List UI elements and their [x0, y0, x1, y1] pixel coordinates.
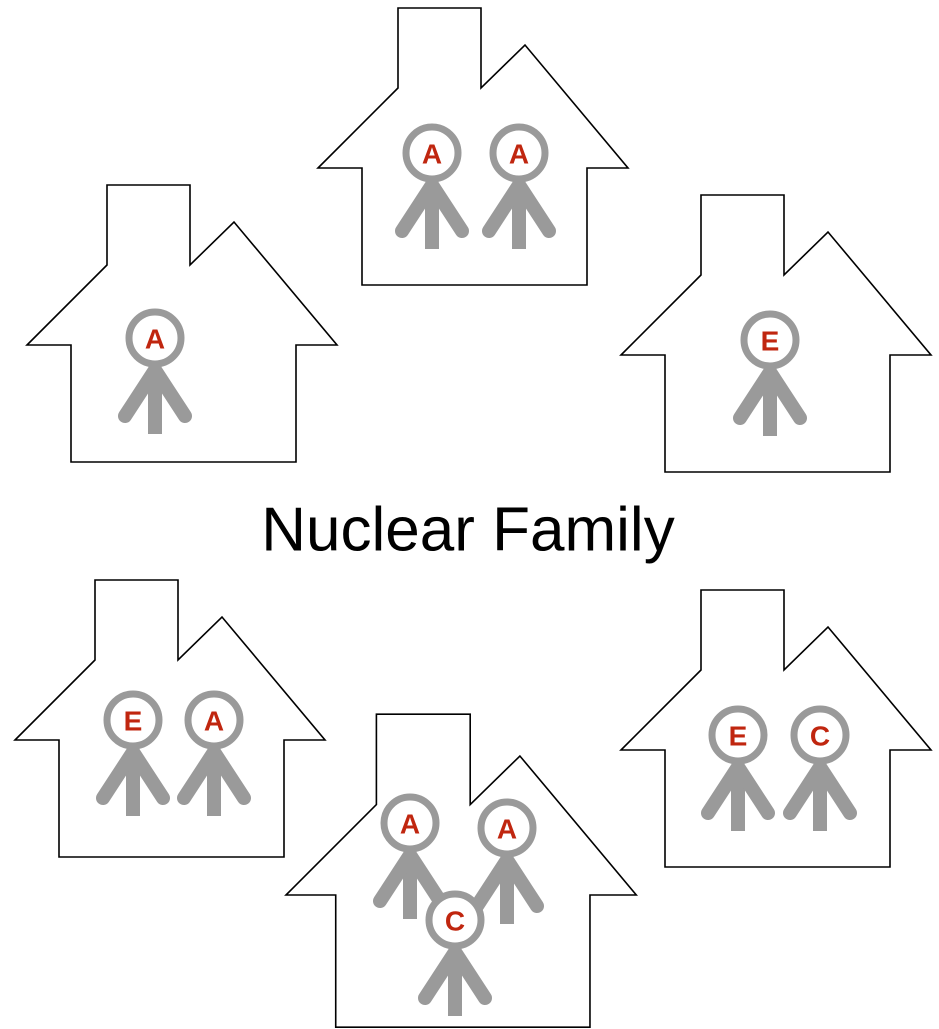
person: A [482, 123, 556, 249]
person-arm [418, 945, 462, 1005]
person-letter: A [204, 706, 224, 737]
person-letter: A [145, 324, 165, 355]
person-arm [783, 760, 827, 820]
house: A [25, 184, 339, 463]
person-letter: E [761, 326, 780, 357]
person: A [118, 308, 192, 434]
person-arm [448, 945, 492, 1005]
person-head [184, 690, 244, 750]
person-letter: A [497, 814, 517, 845]
house-outline [13, 579, 327, 858]
person-arm [118, 363, 162, 423]
title: Nuclear Family [261, 496, 674, 565]
person: C [783, 705, 857, 831]
house: E [619, 194, 933, 473]
person-arm [500, 853, 544, 913]
house-outline [619, 194, 933, 473]
person-head [790, 705, 850, 765]
person: E [733, 310, 807, 436]
person-arm [482, 178, 526, 238]
house-outline [25, 184, 339, 463]
person-head [380, 793, 440, 853]
house-outline [284, 713, 639, 1029]
person-arm [126, 745, 170, 805]
person-arm [813, 760, 857, 820]
person: A [373, 793, 447, 919]
person: E [96, 690, 170, 816]
person: A [177, 690, 251, 816]
person-head [477, 798, 537, 858]
person-arm [148, 363, 192, 423]
person: E [701, 705, 775, 831]
house-outline [619, 589, 933, 868]
person-head [103, 690, 163, 750]
person-head [402, 123, 462, 183]
person-letter: A [400, 809, 420, 840]
house: A A C [284, 713, 639, 1029]
person-arm [207, 745, 251, 805]
person: C [418, 890, 492, 1016]
person-arm [373, 848, 417, 908]
person-head [489, 123, 549, 183]
person-arm [395, 178, 439, 238]
person-head [125, 308, 185, 368]
person-arm [701, 760, 745, 820]
person: A [470, 798, 544, 924]
house-outline [316, 7, 630, 286]
person-letter: E [729, 721, 748, 752]
person-arm [733, 365, 777, 425]
person-head [740, 310, 800, 370]
person-arm [425, 178, 469, 238]
person-letter: C [445, 906, 465, 937]
person-arm [96, 745, 140, 805]
person-arm [731, 760, 775, 820]
person-head [708, 705, 768, 765]
person: A [395, 123, 469, 249]
person-arm [512, 178, 556, 238]
person-letter: E [124, 706, 143, 737]
person-arm [763, 365, 807, 425]
person-letter: A [509, 139, 529, 170]
person-arm [470, 853, 514, 913]
person-head [425, 890, 485, 950]
person-letter: C [810, 721, 830, 752]
person-letter: A [422, 139, 442, 170]
person-arm [177, 745, 221, 805]
person-arm [403, 848, 447, 908]
